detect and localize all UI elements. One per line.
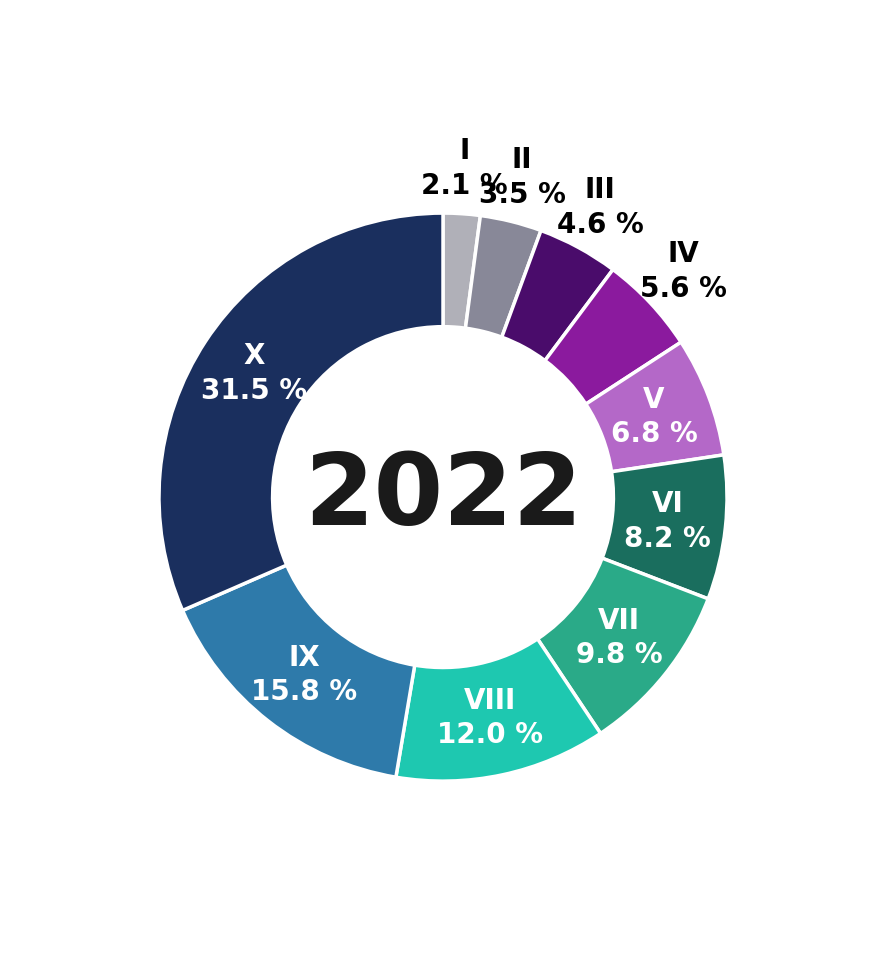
Wedge shape	[586, 342, 724, 471]
Text: IX
15.8 %: IX 15.8 %	[251, 644, 357, 707]
Wedge shape	[545, 270, 681, 404]
Wedge shape	[159, 213, 443, 611]
Text: VII
9.8 %: VII 9.8 %	[576, 607, 663, 669]
Text: VI
8.2 %: VI 8.2 %	[624, 490, 711, 553]
Text: VIII
12.0 %: VIII 12.0 %	[437, 687, 543, 749]
Wedge shape	[396, 639, 601, 781]
Text: V
6.8 %: V 6.8 %	[610, 385, 697, 448]
Text: II
3.5 %: II 3.5 %	[478, 146, 565, 209]
Text: 2022: 2022	[304, 449, 582, 546]
Wedge shape	[443, 213, 480, 328]
Wedge shape	[183, 565, 415, 777]
Text: X
31.5 %: X 31.5 %	[201, 342, 307, 405]
Wedge shape	[602, 455, 727, 599]
Text: I
2.1 %: I 2.1 %	[422, 137, 508, 200]
Text: IV
5.6 %: IV 5.6 %	[640, 240, 727, 303]
Wedge shape	[465, 216, 541, 337]
Text: III
4.6 %: III 4.6 %	[556, 176, 643, 239]
Wedge shape	[501, 230, 613, 361]
Wedge shape	[538, 559, 708, 733]
